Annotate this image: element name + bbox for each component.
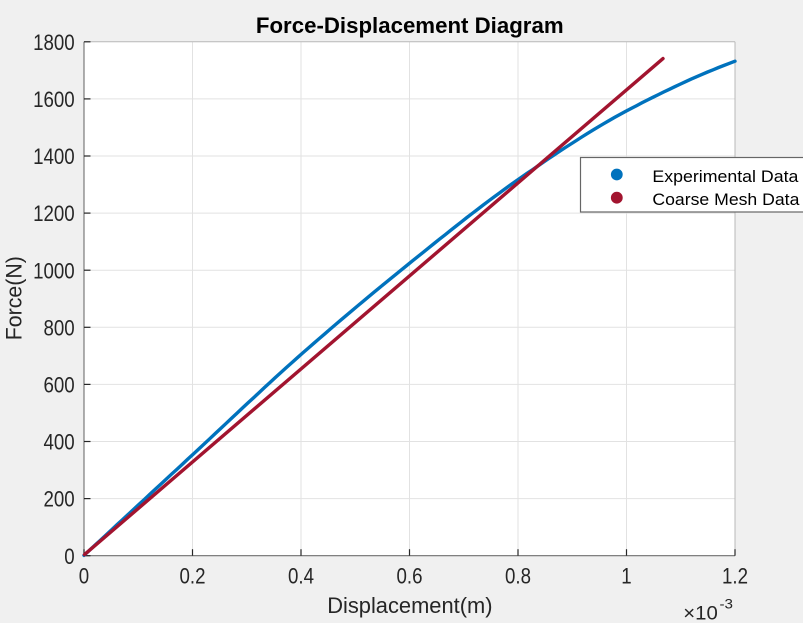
svg-text:1.2: 1.2 xyxy=(722,564,748,589)
svg-text:Coarse Mesh Data: Coarse Mesh Data xyxy=(652,190,800,209)
svg-text:400: 400 xyxy=(44,430,75,455)
svg-text:-3: -3 xyxy=(720,596,734,612)
svg-text:1000: 1000 xyxy=(33,258,75,283)
svg-text:Force-Displacement Diagram: Force-Displacement Diagram xyxy=(256,13,564,38)
svg-text:0.4: 0.4 xyxy=(288,564,314,589)
svg-text:Displacement(m): Displacement(m) xyxy=(327,593,492,618)
svg-text:Force(N): Force(N) xyxy=(2,256,27,340)
svg-text:1200: 1200 xyxy=(33,201,75,226)
svg-text:×10: ×10 xyxy=(683,603,718,623)
svg-text:0.8: 0.8 xyxy=(505,564,531,589)
svg-text:0.2: 0.2 xyxy=(180,564,206,589)
svg-text:0: 0 xyxy=(79,564,89,589)
svg-text:1: 1 xyxy=(621,564,631,589)
svg-text:1400: 1400 xyxy=(33,144,75,169)
svg-text:0: 0 xyxy=(64,544,74,569)
svg-text:200: 200 xyxy=(44,487,75,512)
svg-text:600: 600 xyxy=(44,373,75,398)
svg-text:800: 800 xyxy=(44,315,75,340)
svg-text:Experimental Data: Experimental Data xyxy=(652,167,799,186)
svg-text:1600: 1600 xyxy=(33,87,75,112)
svg-text:0.6: 0.6 xyxy=(397,564,423,589)
svg-text:1800: 1800 xyxy=(33,30,75,55)
